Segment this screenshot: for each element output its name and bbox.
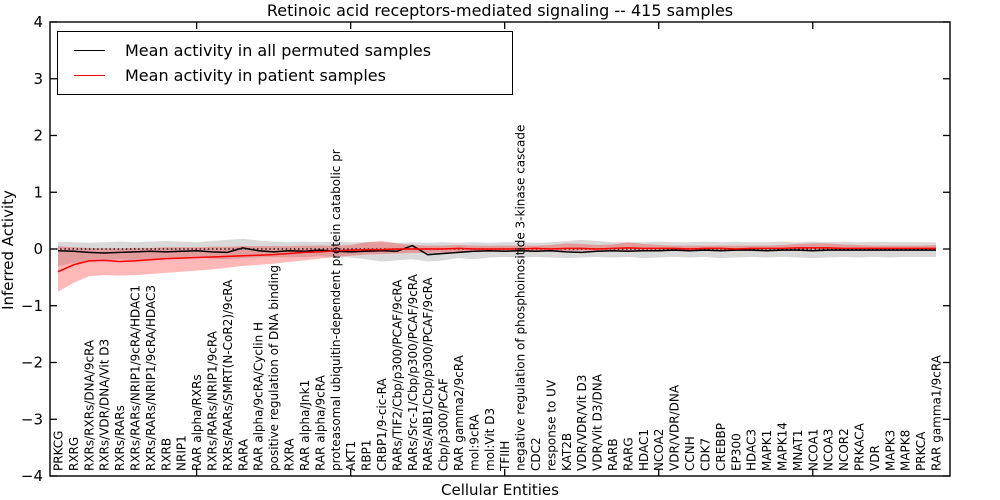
x-category-label: RAR alpha/9cRA/Cyclin H bbox=[252, 322, 266, 471]
y-tick-label: −1 bbox=[21, 297, 43, 315]
x-category-label: positive regulation of DNA binding bbox=[267, 265, 281, 471]
x-category-label: response to UV bbox=[544, 379, 558, 471]
y-tick-label: 0 bbox=[33, 240, 43, 258]
x-category-label: VDR bbox=[868, 445, 882, 471]
x-category-label: mol:Vit D3 bbox=[483, 408, 497, 471]
legend: Mean activity in all permuted samples Me… bbox=[57, 31, 513, 95]
chart-title: Retinoic acid receptors-mediated signali… bbox=[266, 1, 734, 20]
black-line-swatch bbox=[74, 50, 105, 51]
x-category-label: VDR/Vit D3/DNA bbox=[591, 373, 605, 471]
x-category-label: RXRA bbox=[283, 438, 297, 471]
x-category-label: CCNH bbox=[683, 436, 697, 471]
x-category-label: HDAC1 bbox=[637, 429, 651, 471]
x-category-label: TFIIH bbox=[498, 441, 512, 472]
x-category-label: RARA bbox=[236, 438, 250, 471]
x-category-label: EP300 bbox=[729, 433, 743, 471]
x-category-label: CDK7 bbox=[698, 438, 712, 471]
y-tick-label: 1 bbox=[33, 183, 43, 201]
x-category-label: RXRs/RARs/SMRT(N-CoR2)/9cRA bbox=[221, 279, 235, 471]
x-category-label: RXRG bbox=[67, 437, 81, 471]
y-tick-label: 4 bbox=[33, 13, 43, 31]
x-category-label: CREBBP bbox=[714, 423, 728, 471]
patient-mean-line bbox=[57, 247, 936, 273]
x-category-label: RAR alpha/RXRs bbox=[190, 374, 204, 471]
x-category-label: CDC2 bbox=[529, 437, 543, 471]
x-category-label: MAPK14 bbox=[775, 422, 789, 471]
x-category-label: RARs/TIF2/Cbp/p300/PCAF/9cRA bbox=[390, 279, 404, 471]
x-category-label: RAR gamma1/9cRA bbox=[930, 354, 944, 471]
legend-item-patient: Mean activity in patient samples bbox=[74, 65, 512, 85]
permuted-confidence-band bbox=[58, 238, 936, 267]
x-category-label: RXRs/RARs/NRIP1/9cRA/HDAC1 bbox=[129, 285, 143, 471]
x-category-label: RAR gamma2/9cRA bbox=[452, 354, 466, 471]
x-category-label: MAPK8 bbox=[899, 430, 913, 471]
x-category-label: PRKCG bbox=[52, 431, 66, 471]
legend-label-patient: Mean activity in patient samples bbox=[125, 65, 386, 85]
x-category-label: RXRB bbox=[159, 438, 173, 471]
x-category-label: NCOA1 bbox=[806, 429, 820, 471]
y-axis-title: Inferred Activity bbox=[0, 190, 17, 310]
y-tick-label: 2 bbox=[33, 127, 43, 145]
x-category-label: negative regulation of phosphoinositide … bbox=[514, 125, 528, 471]
permuted-mean-line bbox=[57, 244, 936, 256]
x-category-label: HDAC3 bbox=[745, 429, 759, 471]
x-category-label: AKT1 bbox=[344, 441, 358, 471]
x-category-label: RXRs/RXRs/DNA/9cRA bbox=[82, 339, 96, 471]
legend-label-permuted: Mean activity in all permuted samples bbox=[125, 40, 432, 60]
x-axis-title: Cellular Entities bbox=[441, 481, 559, 499]
x-category-label: RXRs/VDR/DNA/Vit D3 bbox=[98, 339, 112, 471]
x-category-label: MNAT1 bbox=[791, 429, 805, 471]
y-tick-label: −3 bbox=[21, 410, 43, 428]
x-category-label: MAPK1 bbox=[760, 430, 774, 471]
x-category-label: RARs/AIB1/Cbp/p300/PCAF/9cRA bbox=[421, 277, 435, 471]
y-tick-label: 3 bbox=[33, 70, 43, 88]
x-category-label: NCOA3 bbox=[822, 429, 836, 471]
x-category-label: RARG bbox=[621, 437, 635, 471]
legend-item-permuted: Mean activity in all permuted samples bbox=[74, 40, 512, 60]
x-category-label: RBP1 bbox=[360, 440, 374, 471]
x-category-label: KAT2B bbox=[560, 433, 574, 471]
x-category-label: NCOR2 bbox=[837, 428, 851, 471]
x-category-label: RXRs/RARs/NRIP1/9cRA/HDAC3 bbox=[144, 285, 158, 471]
x-category-label: CRBP1/9-cic-RA bbox=[375, 377, 389, 471]
x-category-label: PRKCA bbox=[914, 431, 928, 471]
x-category-label: RAR alpha/9cRA bbox=[313, 374, 327, 471]
red-line-swatch bbox=[74, 75, 105, 76]
x-category-label: MAPK3 bbox=[883, 430, 897, 471]
x-category-label: RARs/Src-1/Cbp/p300/PCAF/9cRA bbox=[406, 273, 420, 471]
x-category-label: RAR alpha/Jnk1 bbox=[298, 380, 312, 471]
x-category-label: proteasomal ubiquitin-dependent protein … bbox=[329, 149, 343, 471]
x-category-label: PRKACA bbox=[852, 422, 866, 471]
x-category-label: VDR/VDR/DNA bbox=[668, 384, 682, 471]
x-category-label: NCOA2 bbox=[652, 429, 666, 471]
x-category-label: RXRs/RARs bbox=[113, 405, 127, 471]
y-tick-label: −4 bbox=[21, 467, 43, 485]
x-category-label: RXRs/RARs/NRIP1/9cRA bbox=[206, 330, 220, 471]
x-category-label: mol:9cRA bbox=[467, 414, 481, 471]
x-category-label: RARB bbox=[606, 438, 620, 471]
x-category-label: NRIP1 bbox=[175, 435, 189, 471]
x-category-label: Cbp/p300/PCAF bbox=[437, 378, 451, 471]
x-category-label: VDR/VDR/Vit D3 bbox=[575, 375, 589, 471]
y-tick-label: −2 bbox=[21, 354, 43, 372]
